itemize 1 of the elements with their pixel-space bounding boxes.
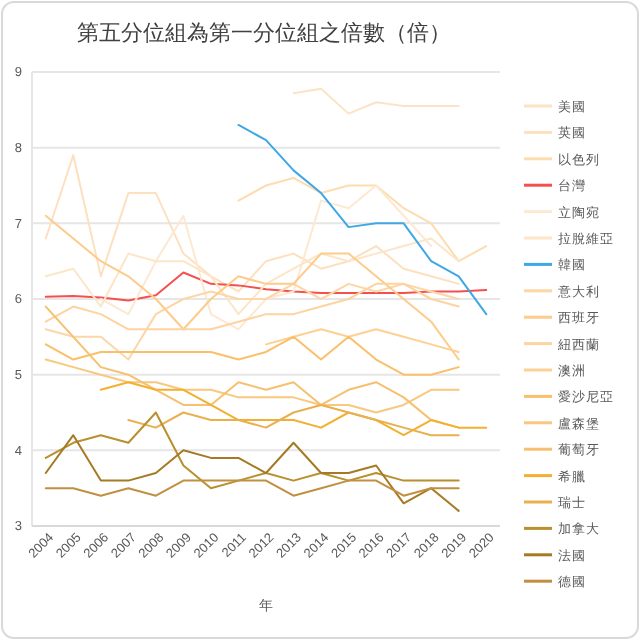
chart-title: 第五分位組為第一分位組之倍數（倍） (77, 20, 451, 46)
